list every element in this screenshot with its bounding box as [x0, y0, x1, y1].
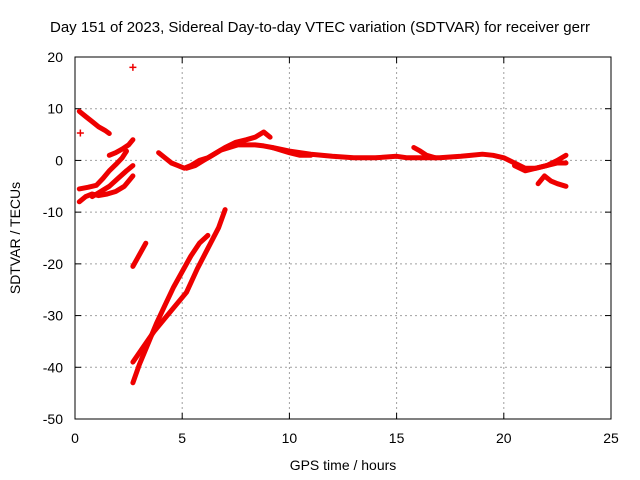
- x-tick-label: 25: [603, 430, 619, 446]
- series-layer: [76, 63, 569, 386]
- outlier-point: [129, 63, 137, 71]
- series-arc-d: [76, 173, 136, 205]
- y-axis-label: SDTVAR / TECUs: [7, 182, 23, 294]
- series-arc-e: [89, 163, 136, 200]
- series-arc-f: [130, 240, 149, 269]
- series-arc-n: [411, 145, 438, 161]
- y-tick-label: 0: [55, 152, 63, 168]
- series-arc-c: [76, 148, 129, 192]
- y-tick-label: -50: [43, 411, 63, 427]
- chart-title: Day 151 of 2023, Sidereal Day-to-day VTE…: [50, 19, 590, 36]
- y-tick-label: 10: [47, 101, 63, 117]
- y-tick-label: 20: [47, 49, 63, 65]
- series-arc-h: [130, 207, 228, 365]
- x-axis-label: GPS time / hours: [290, 457, 397, 473]
- grid-layer: [75, 57, 611, 419]
- series-arc-m: [535, 173, 569, 189]
- y-tick-label: -10: [43, 204, 63, 220]
- y-tick-label: -20: [43, 256, 63, 272]
- plot-frame: [74, 56, 612, 420]
- x-tick-label: 10: [282, 430, 298, 446]
- series-arc-l: [512, 152, 569, 174]
- series-arc-g: [130, 232, 211, 386]
- y-tick-label: -30: [43, 308, 63, 324]
- y-tick-label: -40: [43, 359, 63, 375]
- series-arc-a: [76, 108, 112, 136]
- tick-layer: 0 5 10 15 20 25 -50 -40 -30 -20 -10 0 10 20: [43, 49, 619, 446]
- series-arc-i: [156, 129, 273, 171]
- outlier-point: [76, 129, 84, 137]
- x-tick-label: 5: [178, 430, 186, 446]
- x-tick-label: 0: [71, 430, 79, 446]
- x-tick-label: 15: [389, 430, 405, 446]
- series-arc-b: [106, 137, 136, 158]
- x-tick-label: 20: [496, 430, 512, 446]
